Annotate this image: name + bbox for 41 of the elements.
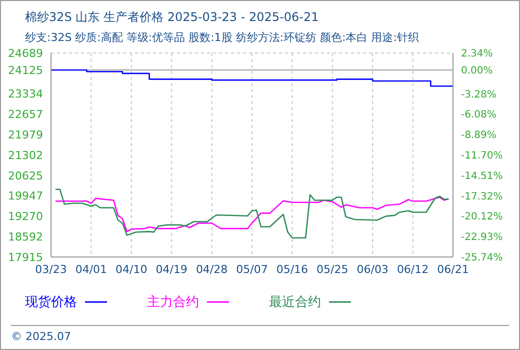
text: © 2025.07 — [11, 330, 71, 343]
line-series — [54, 196, 450, 232]
legend-label: 最近合约 — [269, 294, 321, 311]
y2-tick-label: 0.00% — [461, 66, 493, 77]
legend-label: 现货价格 — [25, 294, 77, 311]
x-tick-label: 05/16 — [276, 262, 308, 276]
line-series — [54, 188, 450, 239]
chart-title: 棉纱32S 山东 生产者价格 2025-03-23 - 2025-06-21 — [24, 9, 320, 26]
x-tick-label: 04/19 — [156, 262, 188, 276]
y-tick-label: 19270 — [8, 210, 43, 224]
y2-tick-label: 2.34% — [461, 48, 493, 60]
y2-tick-label: -3.28% — [461, 89, 496, 100]
y-tick-label: 17915 — [8, 250, 43, 264]
y2-tick-label: -11.70% — [461, 150, 503, 162]
x-tick-label: 05/25 — [316, 262, 348, 276]
y-tick-label: 24689 — [8, 46, 43, 60]
y-tick-label: 20625 — [8, 169, 43, 182]
x-tick-label: 06/21 — [437, 262, 469, 276]
chart-subtitle: 纱支:32S 纱质:高配 等级:优等品 股数:1股 纺纱方法:环锭纺 颜色:本白 用途:针织 — [24, 30, 420, 45]
y-tick-label: 21302 — [8, 148, 43, 162]
legend-label: 主力合约 — [147, 294, 199, 311]
y-tick-label: 23334 — [8, 88, 43, 101]
x-tick-label: 06/03 — [356, 262, 388, 276]
x-tick-label: 03/23 — [35, 262, 67, 276]
y-tick-label: 19947 — [8, 190, 43, 203]
y2-tick-label: -17.32% — [461, 191, 503, 202]
y-tick-label: 24125 — [8, 64, 43, 77]
x-tick-label: 06/12 — [396, 262, 429, 276]
x-tick-label: 04/28 — [196, 262, 228, 276]
y2-tick-label: -20.12% — [461, 212, 503, 223]
y2-tick-label: -14.51% — [461, 170, 503, 182]
y-tick-label: 21979 — [8, 128, 43, 142]
y2-tick-label: -25.74% — [461, 252, 503, 264]
y-tick-label: 18592 — [8, 230, 43, 244]
y2-tick-label: -8.89% — [461, 130, 496, 142]
y2-tick-label: -22.93% — [461, 232, 503, 244]
y-tick-label: 22657 — [8, 108, 43, 122]
x-tick-label: 05/07 — [236, 262, 268, 276]
y2-tick-label: -6.08% — [461, 110, 496, 121]
x-tick-label: 04/01 — [75, 262, 108, 276]
x-tick-label: 04/10 — [116, 262, 148, 276]
